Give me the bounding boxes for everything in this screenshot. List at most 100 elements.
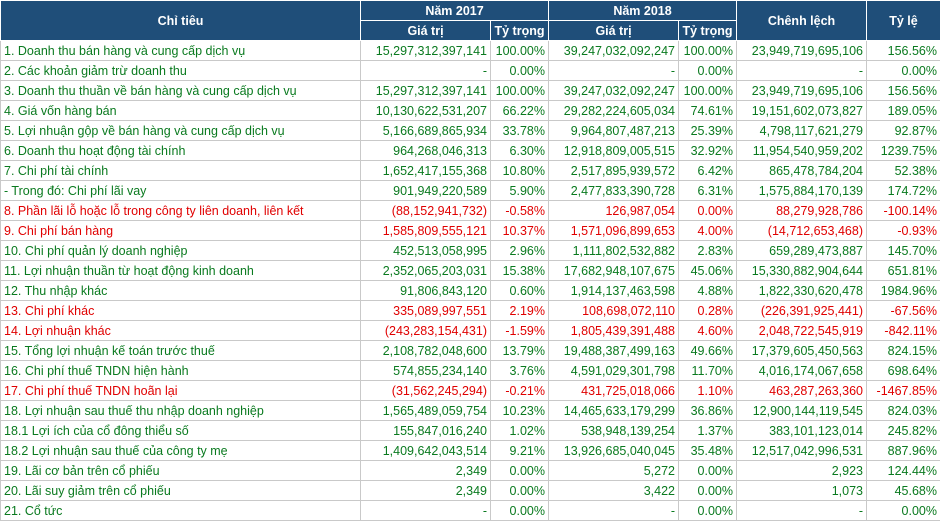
share-2018: 6.31% — [678, 180, 737, 201]
share-2017: 1.02% — [490, 420, 549, 441]
rate: 156.56% — [866, 80, 940, 101]
row-label: 19. Lãi cơ bản trên cổ phiếu — [0, 460, 361, 481]
value-2018: 5,272 — [548, 460, 679, 481]
value-2017: 155,847,016,240 — [360, 420, 491, 441]
share-2018: 0.00% — [678, 460, 737, 481]
value-2017: 15,297,312,397,141 — [360, 80, 491, 101]
value-2017: 1,565,489,059,754 — [360, 400, 491, 421]
value-2017: 2,108,782,048,600 — [360, 340, 491, 361]
value-2018: 3,422 — [548, 480, 679, 501]
value-2018: 17,682,948,107,675 — [548, 260, 679, 281]
row-label: 18. Lợi nhuận sau thuế thu nhập doanh ng… — [0, 400, 361, 421]
table-row: 7. Chi phí tài chính 1,652,417,155,368 10.… — [0, 160, 940, 181]
difference: 23,949,719,695,106 — [736, 40, 867, 61]
difference: 15,330,882,904,644 — [736, 260, 867, 281]
row-label: 14. Lợi nhuận khác — [0, 320, 361, 341]
rate: 145.70% — [866, 240, 940, 261]
share-2018: 0.00% — [678, 480, 737, 501]
share-2018: 35.48% — [678, 440, 737, 461]
table-row: 4. Giá vốn hàng bán 10,130,622,531,207 66.… — [0, 100, 940, 121]
share-2017: 0.60% — [490, 280, 549, 301]
difference: (226,391,925,441) — [736, 300, 867, 321]
header-ty-le: Tỷ lệ — [866, 0, 940, 41]
table-row: 17. Chi phí thuế TNDN hoãn lại (31,562,24… — [0, 380, 940, 401]
value-2018: 1,914,137,463,598 — [548, 280, 679, 301]
rate: 245.82% — [866, 420, 940, 441]
share-2018: 0.00% — [678, 60, 737, 81]
table-row: 18.1 Lợi ích của cổ đông thiểu số 155,847… — [0, 420, 940, 441]
difference: 4,798,117,621,279 — [736, 120, 867, 141]
difference: 4,016,174,067,658 — [736, 360, 867, 381]
row-label: 4. Giá vốn hàng bán — [0, 100, 361, 121]
rate: 651.81% — [866, 260, 940, 281]
table-row: 14. Lợi nhuận khác (243,283,154,431) -1.59… — [0, 320, 940, 341]
table-row: 13. Chi phí khác 335,089,997,551 2.19% 108,… — [0, 300, 940, 321]
row-label: 5. Lợi nhuận gộp về bán hàng và cung cấp… — [0, 120, 361, 141]
table-row: 18.2 Lợi nhuận sau thuế của công ty mẹ 1,… — [0, 440, 940, 461]
table-row: 16. Chi phí thuế TNDN hiện hành 574,855,2… — [0, 360, 940, 381]
rate: 92.87% — [866, 120, 940, 141]
share-2017: -0.58% — [490, 200, 549, 221]
row-label: 11. Lợi nhuận thuần từ hoạt động kinh do… — [0, 260, 361, 281]
share-2017: -0.21% — [490, 380, 549, 401]
share-2018: 32.92% — [678, 140, 737, 161]
value-2017: 452,513,058,995 — [360, 240, 491, 261]
share-2018: 36.86% — [678, 400, 737, 421]
value-2017: - — [360, 60, 491, 81]
rate: 887.96% — [866, 440, 940, 461]
row-label: 1. Doanh thu bán hàng và cung cấp dịch v… — [0, 40, 361, 61]
share-2018: 4.00% — [678, 220, 737, 241]
header-gia-tri-2018: Giá trị — [548, 20, 679, 41]
share-2018: 6.42% — [678, 160, 737, 181]
value-2018: 39,247,032,092,247 — [548, 80, 679, 101]
value-2017: 574,855,234,140 — [360, 360, 491, 381]
share-2018: 4.60% — [678, 320, 737, 341]
difference: - — [736, 500, 867, 521]
value-2017: 1,409,642,043,514 — [360, 440, 491, 461]
value-2018: 1,805,439,391,488 — [548, 320, 679, 341]
value-2018: - — [548, 60, 679, 81]
difference: 12,900,144,119,545 — [736, 400, 867, 421]
value-2018: - — [548, 500, 679, 521]
share-2018: 2.83% — [678, 240, 737, 261]
table-row: 6. Doanh thu hoạt động tài chính 964,268,… — [0, 140, 940, 161]
value-2018: 39,247,032,092,247 — [548, 40, 679, 61]
share-2018: 25.39% — [678, 120, 737, 141]
difference: 463,287,263,360 — [736, 380, 867, 401]
rate: 189.05% — [866, 100, 940, 121]
share-2017: 100.00% — [490, 40, 549, 61]
share-2018: 100.00% — [678, 40, 737, 61]
row-label: 12. Thu nhập khác — [0, 280, 361, 301]
table-row: 11. Lợi nhuận thuần từ hoạt động kinh do… — [0, 260, 940, 281]
header-gia-tri-2017: Giá trị — [360, 20, 491, 41]
value-2018: 13,926,685,040,045 — [548, 440, 679, 461]
share-2017: 100.00% — [490, 80, 549, 101]
share-2017: 2.96% — [490, 240, 549, 261]
difference: 12,517,042,996,531 — [736, 440, 867, 461]
share-2017: 10.23% — [490, 400, 549, 421]
share-2017: 5.90% — [490, 180, 549, 201]
row-label: - Trong đó: Chi phí lãi vay — [0, 180, 361, 201]
value-2017: 901,949,220,589 — [360, 180, 491, 201]
value-2017: 91,806,843,120 — [360, 280, 491, 301]
share-2018: 49.66% — [678, 340, 737, 361]
value-2018: 4,591,029,301,798 — [548, 360, 679, 381]
rate: -0.93% — [866, 220, 940, 241]
table-row: 18. Lợi nhuận sau thuế thu nhập doanh ng… — [0, 400, 940, 421]
share-2017: -1.59% — [490, 320, 549, 341]
value-2017: 2,349 — [360, 480, 491, 501]
value-2017: 10,130,622,531,207 — [360, 100, 491, 121]
value-2017: 5,166,689,865,934 — [360, 120, 491, 141]
value-2017: 15,297,312,397,141 — [360, 40, 491, 61]
share-2017: 13.79% — [490, 340, 549, 361]
table-row: 15. Tổng lợi nhuận kế toán trước thuế 2,1… — [0, 340, 940, 361]
value-2017: 2,352,065,203,031 — [360, 260, 491, 281]
rate: 156.56% — [866, 40, 940, 61]
row-label: 20. Lãi suy giảm trên cổ phiếu — [0, 480, 361, 501]
difference: 11,954,540,959,202 — [736, 140, 867, 161]
rate: 1984.96% — [866, 280, 940, 301]
value-2018: 14,465,633,179,299 — [548, 400, 679, 421]
value-2017: 335,089,997,551 — [360, 300, 491, 321]
share-2018: 0.00% — [678, 200, 737, 221]
